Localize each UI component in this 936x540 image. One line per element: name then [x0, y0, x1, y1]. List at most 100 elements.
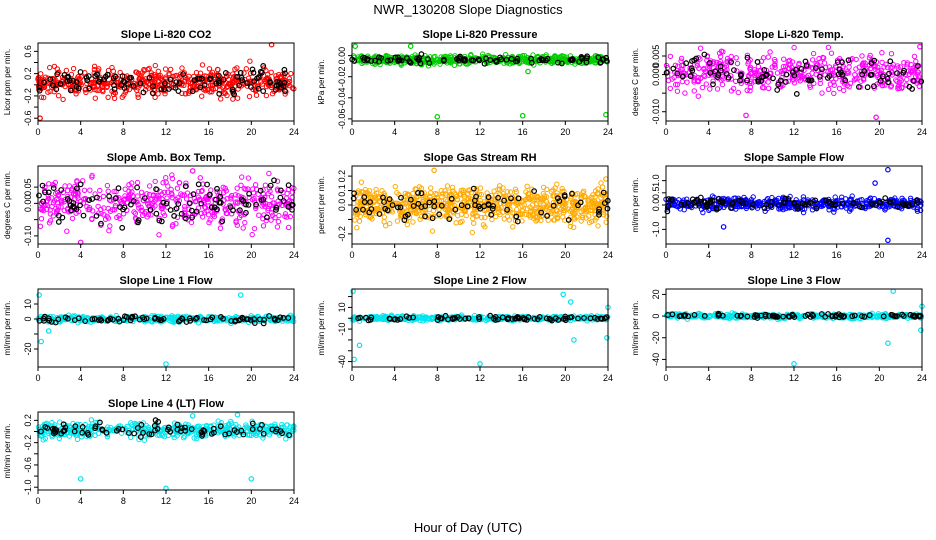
mean-point [536, 314, 543, 320]
data-point [170, 319, 177, 325]
data-point [58, 204, 64, 210]
y-tick-label: 10 [337, 302, 347, 312]
data-point [747, 88, 753, 94]
x-tick-label: 24 [603, 127, 613, 137]
data-point [166, 70, 172, 77]
mean-point [886, 70, 892, 77]
mean-point [777, 77, 784, 84]
mean-point [561, 192, 568, 199]
data-point [697, 56, 703, 62]
data-point [908, 61, 914, 68]
mean-point [782, 78, 789, 85]
mean-point [407, 196, 414, 203]
mean-point [555, 195, 561, 202]
data-point [852, 76, 858, 82]
data-point [127, 191, 134, 197]
outlier-point [603, 111, 609, 118]
data-point [134, 199, 140, 205]
mean-point [167, 207, 174, 213]
outlier-point [351, 356, 357, 363]
mean-point [702, 199, 708, 206]
mean-point [452, 206, 459, 213]
y-tick-label: -0.06 [337, 109, 347, 130]
data-point [355, 199, 361, 205]
mean-point [125, 80, 132, 87]
data-point [274, 178, 281, 184]
mean-point [130, 83, 137, 89]
mean-point [403, 313, 410, 320]
data-point [83, 89, 89, 96]
data-point [528, 208, 534, 214]
data-point [581, 193, 588, 199]
x-tick-label: 20 [246, 127, 256, 137]
mean-point [544, 55, 551, 62]
outlier-point [352, 43, 359, 50]
mean-point [562, 317, 569, 324]
data-point [222, 90, 229, 96]
data-point [245, 175, 252, 181]
mean-point [152, 314, 159, 321]
data-point [819, 90, 825, 96]
data-point [851, 77, 857, 83]
mean-point [448, 195, 455, 202]
plot-frame [37, 288, 295, 368]
y-tick-label: -0.02 [337, 66, 347, 87]
data-point [728, 88, 735, 94]
data-point [37, 223, 44, 230]
outlier-point [434, 114, 441, 120]
outlier-point [237, 292, 244, 298]
mean-point [555, 59, 561, 66]
mean-point [749, 204, 755, 211]
data-point [907, 195, 914, 202]
data-point [878, 68, 884, 74]
data-point [208, 85, 215, 91]
y-tick-label: 0 [23, 316, 33, 321]
mean-point [679, 73, 686, 80]
data-point [498, 205, 504, 211]
data-point [695, 77, 701, 84]
data-point [378, 314, 384, 320]
data-point [218, 96, 224, 102]
mean-point [812, 197, 819, 204]
mean-point [475, 56, 482, 63]
data-point [469, 229, 475, 236]
data-point [914, 208, 921, 214]
mean-point [515, 315, 521, 321]
data-points [349, 43, 610, 120]
mean-point [86, 197, 93, 204]
mean-point [132, 313, 139, 320]
data-point [468, 190, 474, 196]
data-point [417, 216, 423, 222]
data-point [268, 217, 274, 223]
data-point [893, 77, 899, 83]
x-tick-label: 8 [435, 127, 440, 137]
data-point [472, 210, 478, 216]
mean-point [910, 78, 917, 84]
data-point [480, 51, 486, 57]
data-point [695, 93, 701, 99]
data-point [706, 67, 713, 73]
mean-point [596, 211, 602, 218]
mean-point [282, 70, 288, 77]
mean-point [470, 57, 477, 64]
data-point [582, 194, 588, 200]
data-point [152, 62, 159, 69]
data-point [55, 192, 61, 198]
mean-point [422, 203, 429, 210]
data-point [444, 183, 451, 189]
data-point [386, 202, 392, 208]
mean-point [246, 190, 253, 197]
data-point [879, 82, 886, 89]
mean-point [600, 189, 607, 196]
data-point [467, 58, 474, 64]
data-point [394, 218, 401, 224]
x-tick-label: 4 [392, 373, 397, 383]
data-point [440, 54, 447, 60]
mean-point [414, 55, 421, 62]
data-point [373, 186, 379, 193]
mean-point [538, 56, 545, 62]
outlier-point [743, 112, 749, 119]
data-point [253, 205, 259, 212]
data-point [477, 185, 484, 191]
